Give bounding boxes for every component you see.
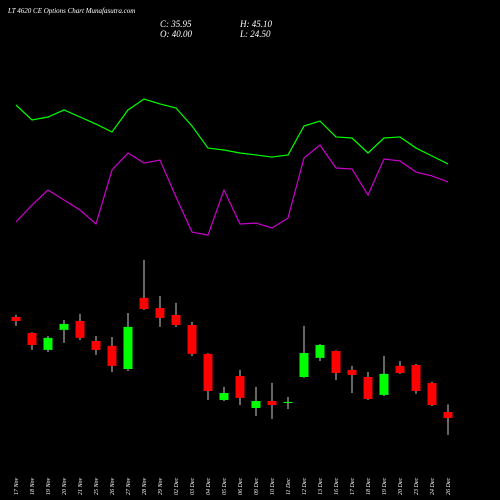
x-tick-label: 03 Dec [190, 478, 196, 495]
candle-body [219, 393, 229, 400]
candle-body [395, 365, 405, 374]
indicator-line [15, 144, 449, 236]
candle-body [363, 377, 373, 399]
candle-body [427, 382, 437, 406]
candle-body [139, 297, 149, 310]
candle-body [11, 317, 21, 322]
x-tick-label: 18 Dec [366, 478, 372, 495]
candle-body [123, 326, 133, 370]
candle-body [235, 375, 245, 398]
stat-high: H: 45.10 [239, 19, 272, 29]
x-tick-label: 25 Nov [94, 477, 100, 495]
stat-close: C: 35.95 [160, 19, 192, 29]
x-tick-label: 28 Nov [142, 477, 148, 495]
x-tick-label: 21 Nov [78, 477, 84, 495]
x-tick-label: 06 Dec [238, 478, 244, 495]
x-tick-label: 29 Nov [158, 477, 164, 495]
x-tick-label: 17 Nov [14, 477, 20, 495]
x-tick-label: 05 Dec [222, 478, 228, 495]
x-tick-label: 24 Dec [429, 478, 436, 495]
x-tick-label: 23 Dec [414, 478, 420, 495]
x-tick-label: 26 Nov [110, 477, 116, 495]
candle-body [187, 325, 197, 354]
x-tick-label: 16 Dec [334, 478, 340, 495]
candle-body [267, 401, 277, 406]
x-tick-label: 20 Nov [62, 477, 68, 495]
candle-body [315, 345, 325, 358]
candle-body [411, 365, 421, 391]
chart-title: LT 4620 CE Options Chart Munafasutra.com [7, 7, 135, 15]
candle-body [331, 350, 341, 374]
candle-body [27, 333, 37, 346]
x-tick-label: 04 Dec [205, 478, 212, 495]
candle-body [379, 373, 389, 395]
x-tick-label: 27 Nov [126, 477, 132, 495]
x-tick-label: 26 Dec [446, 478, 452, 495]
candle-body [75, 321, 85, 338]
indicator-line [15, 98, 449, 165]
x-tick-label: 18 Nov [30, 477, 36, 495]
candle-body [251, 401, 261, 408]
x-tick-label: 20 Dec [398, 478, 404, 495]
x-tick-label: 13 Dec [318, 478, 324, 495]
candle-body [203, 353, 213, 391]
x-tick-label: 11 Dec [286, 478, 292, 495]
candle-body [107, 345, 117, 366]
candle-body [171, 314, 181, 326]
candle-body [155, 307, 165, 318]
x-tick-label: 19 Dec [382, 478, 388, 495]
candle-body [283, 401, 293, 403]
x-tick-label: 10 Dec [270, 478, 276, 495]
candle-body [443, 411, 453, 418]
stat-low: L: 24.50 [239, 29, 271, 39]
x-tick-label: 02 Dec [174, 478, 180, 495]
x-tick-label: 17 Dec [350, 478, 356, 495]
x-tick-label: 09 Dec [254, 478, 260, 495]
x-tick-label: 12 Dec [302, 478, 308, 495]
candle-body [347, 369, 357, 375]
stat-open: O: 40.00 [160, 29, 192, 39]
candle-body [299, 353, 309, 378]
candle-body [43, 337, 53, 350]
candle-body [91, 341, 101, 350]
candle-body [59, 323, 69, 330]
x-tick-label: 19 Nov [46, 477, 52, 495]
